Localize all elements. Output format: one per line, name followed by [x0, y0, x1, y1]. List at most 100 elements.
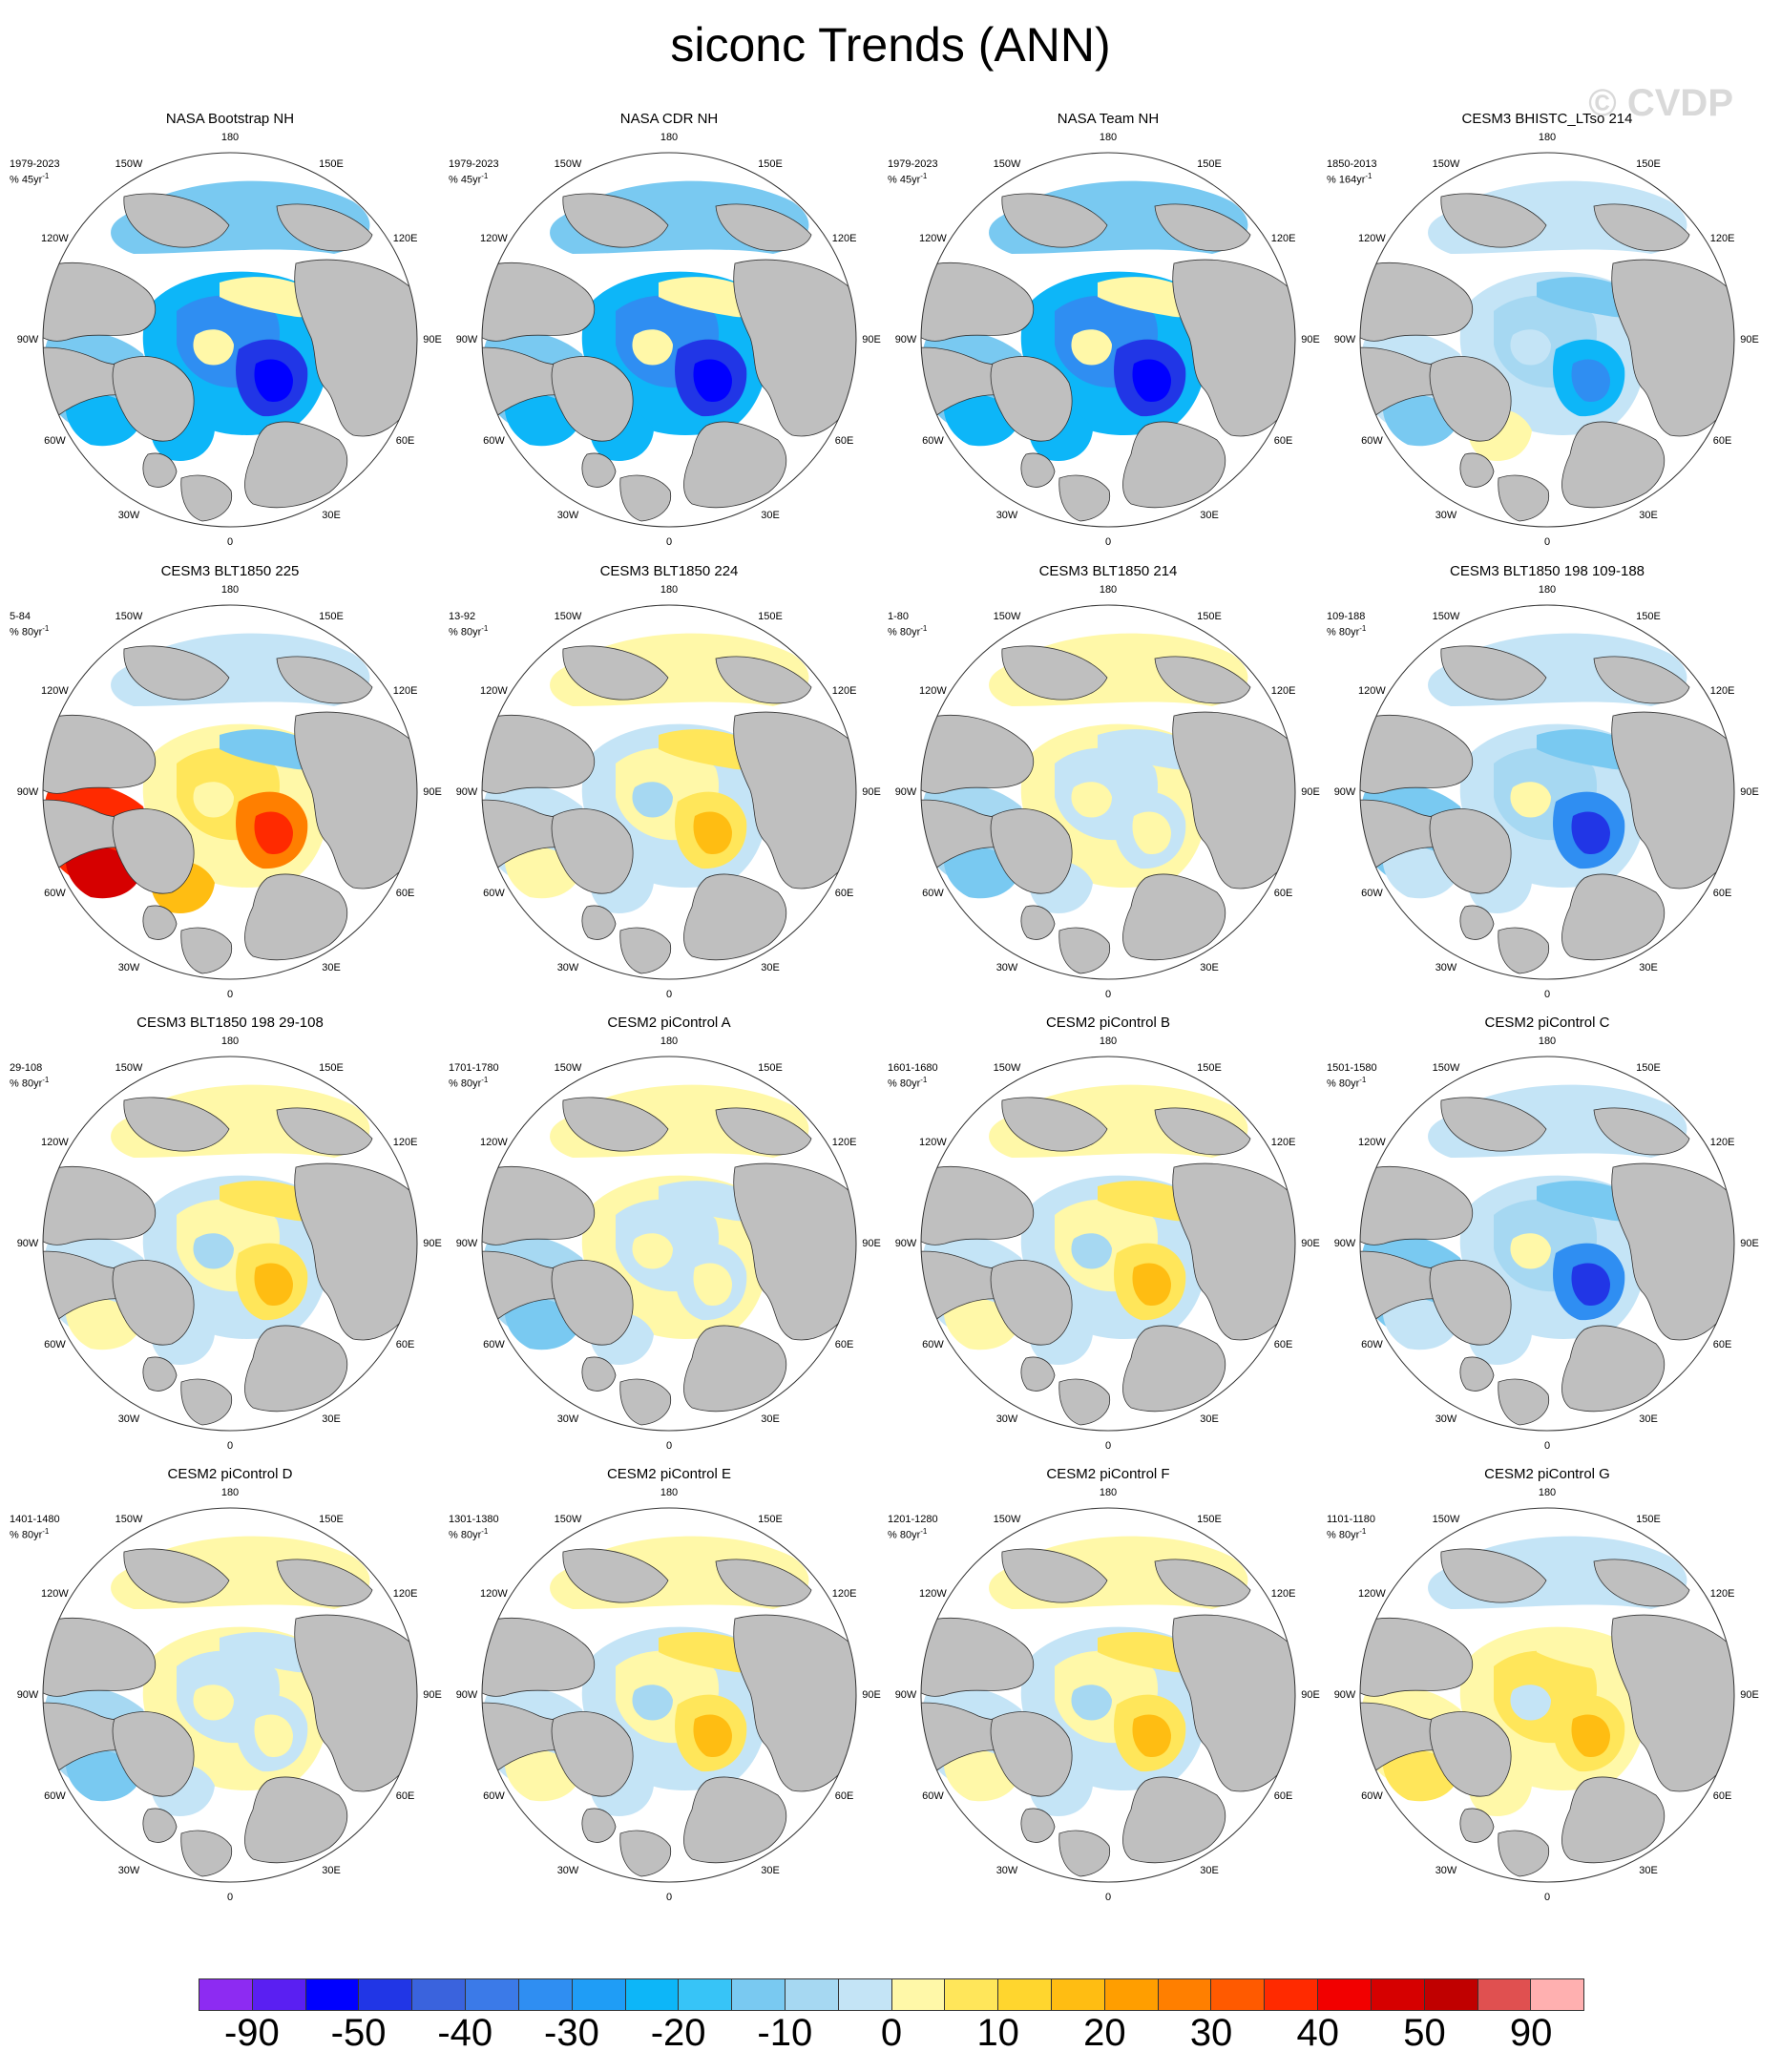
panel-unit: % 80yr-1 [10, 624, 49, 638]
colorbar-label: 10 [976, 2012, 1019, 2054]
colorbar-swatch [1158, 1979, 1212, 2010]
longitude-label: 60W [1361, 435, 1383, 447]
longitude-label: 0 [665, 1892, 673, 1903]
longitude-label: 90E [1301, 1238, 1320, 1249]
longitude-label: 60W [483, 1339, 505, 1350]
panel-unit: % 80yr-1 [449, 1076, 488, 1090]
panel-unit-text: % 80yr [10, 1529, 43, 1541]
panel-unit-exponent: -1 [1365, 172, 1372, 180]
panel-period: 1101-1180 [1327, 1514, 1375, 1525]
panel-unit-exponent: -1 [920, 1527, 928, 1536]
map-panel: CESM2 piControl D 1401-1480 % 80yr-1 180 150… [10, 1466, 450, 1915]
panel-unit: % 80yr-1 [888, 1527, 927, 1541]
longitude-label: 0 [1543, 1440, 1551, 1452]
longitude-label: 180 [1099, 1487, 1118, 1498]
panel-title: CESM3 BLT1850 198 109-188 [1449, 563, 1645, 579]
longitude-label: 90W [16, 1238, 39, 1249]
land-mass [921, 1548, 1295, 1877]
panel-period: 1501-1580 [1327, 1062, 1377, 1074]
polar-map [481, 1056, 857, 1432]
longitude-label: 180 [1099, 1036, 1118, 1047]
panel-unit-text: % 80yr [888, 1529, 921, 1541]
longitude-label: 30E [1200, 1413, 1219, 1425]
colorbar-swatch [412, 1979, 467, 2010]
longitude-label: 60E [1273, 1790, 1293, 1802]
colorbar-labels: -90 -50 -40 -30 -20 -10 0 10 20 30 40 50 90 [199, 2012, 1584, 2060]
longitude-label: 60E [395, 435, 415, 447]
map-panel: CESM3 BHISTC_LTso 214 1850-2013 % 164yr-1 1… [1327, 111, 1768, 559]
land-mass [43, 1548, 417, 1877]
colorbar-label: 30 [1189, 2012, 1233, 2054]
panel-period: 1601-1680 [888, 1062, 938, 1074]
polar-map [42, 1507, 418, 1883]
panel-period: 1201-1280 [888, 1514, 938, 1525]
panel-period: 1701-1780 [449, 1062, 499, 1074]
map-panel: CESM3 BLT1850 224 13-92 % 80yr-1 180 150E 120… [449, 563, 890, 1012]
longitude-label: 90W [16, 786, 39, 798]
longitude-label: 60E [1712, 1339, 1732, 1350]
longitude-label: 150W [1432, 158, 1460, 171]
panel-unit-exponent: -1 [920, 624, 928, 633]
panel-unit: % 80yr-1 [888, 1076, 927, 1090]
colorbar-label: -40 [437, 2012, 493, 2054]
panel-unit-exponent: -1 [481, 1527, 489, 1536]
colorbar-swatch [1265, 1979, 1319, 2010]
polar-map [920, 152, 1296, 528]
longitude-label: 0 [226, 1892, 234, 1903]
colorbar-swatch [305, 1979, 360, 2010]
polar-map [920, 1507, 1296, 1883]
longitude-label: 180 [1099, 584, 1118, 596]
longitude-label: 180 [1099, 132, 1118, 143]
longitude-label: 120E [1270, 1137, 1296, 1148]
longitude-label: 90E [1301, 334, 1320, 345]
longitude-label: 150E [319, 1062, 344, 1075]
longitude-label: 90E [1740, 1689, 1759, 1701]
colorbar-swatch [945, 1979, 999, 2010]
longitude-label: 30W [117, 1413, 140, 1425]
longitude-label: 120E [392, 1588, 418, 1600]
longitude-label: 120W [919, 1588, 947, 1600]
land-mass [1360, 1097, 1734, 1426]
longitude-label: 180 [660, 1036, 679, 1047]
panel-unit-text: % 45yr [449, 174, 482, 186]
longitude-label: 150E [1636, 1062, 1661, 1075]
longitude-label: 30W [556, 1864, 579, 1876]
land-mass [482, 193, 856, 522]
polar-map [42, 604, 418, 980]
longitude-label: 90E [423, 334, 442, 345]
longitude-label: 60E [834, 1790, 854, 1802]
longitude-label: 120W [919, 1137, 947, 1148]
colorbar-swatch [732, 1979, 786, 2010]
panel-title: NASA Team NH [1057, 111, 1160, 127]
panel-period: 5-84 [10, 611, 31, 622]
colorbar-swatch [1531, 1979, 1584, 2010]
map-panel: CESM3 BLT1850 198 109-188 109-188 % 80yr-1… [1327, 563, 1768, 1012]
longitude-label: 0 [1543, 1892, 1551, 1903]
longitude-label: 90W [894, 334, 917, 345]
panel-unit: % 80yr-1 [449, 1527, 488, 1541]
map-panel: CESM2 piControl C 1501-1580 % 80yr-1 180 150… [1327, 1015, 1768, 1463]
longitude-label: 90E [423, 1689, 442, 1701]
colorbar-swatch [466, 1979, 519, 2010]
longitude-label: 150E [319, 1514, 344, 1526]
panel-title: CESM3 BLT1850 214 [1038, 563, 1178, 579]
longitude-label: 90W [1333, 1689, 1356, 1701]
longitude-label: 120W [41, 1588, 69, 1600]
colorbar-swatch [891, 1979, 946, 2010]
longitude-label: 30W [995, 1864, 1018, 1876]
panel-unit-text: % 45yr [888, 174, 921, 186]
longitude-label: 30W [556, 1413, 579, 1425]
longitude-label: 60W [44, 888, 66, 899]
longitude-label: 0 [1104, 1440, 1112, 1452]
longitude-label: 150E [758, 1514, 783, 1526]
longitude-label: 30E [761, 1864, 780, 1876]
land-mass [1360, 1548, 1734, 1877]
longitude-label: 90E [1301, 1689, 1320, 1701]
longitude-label: 0 [226, 1440, 234, 1452]
longitude-label: 150W [993, 1062, 1021, 1075]
land-mass [921, 645, 1295, 974]
longitude-label: 120W [1358, 1588, 1386, 1600]
longitude-label: 60E [1712, 435, 1732, 447]
panel-unit: % 80yr-1 [449, 624, 488, 638]
polar-map [1359, 152, 1735, 528]
